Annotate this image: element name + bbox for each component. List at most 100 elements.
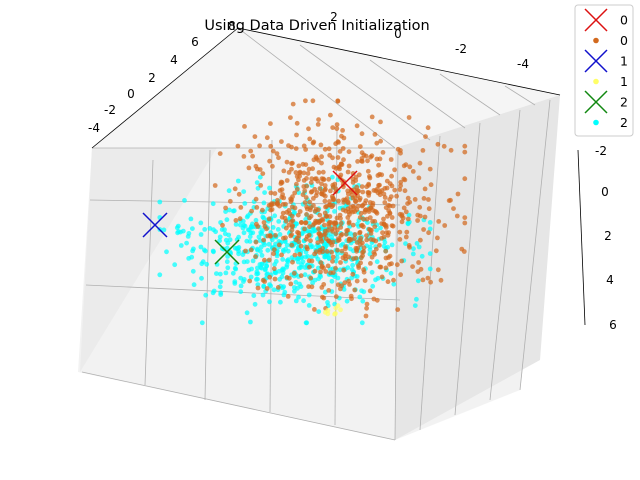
point-cluster-2: [252, 301, 258, 307]
point-cluster-0: [252, 134, 258, 140]
point-cluster-0: [405, 195, 411, 201]
point-cluster-0: [433, 248, 439, 254]
point-cluster-0: [320, 169, 326, 175]
point-cluster-0: [392, 187, 398, 193]
point-cluster-0: [276, 242, 282, 248]
point-cluster-0: [335, 282, 341, 288]
point-cluster-2: [238, 222, 243, 228]
point-cluster-0: [257, 167, 263, 172]
point-cluster-0: [373, 188, 379, 194]
point-cluster-0: [364, 301, 370, 307]
point-cluster-0: [312, 208, 318, 214]
point-cluster-2: [284, 258, 290, 264]
point-cluster-0: [272, 276, 278, 282]
point-cluster-0: [350, 180, 356, 185]
point-cluster-0: [288, 115, 293, 120]
centroid-markers: [142, 170, 358, 265]
point-cluster-0: [298, 243, 304, 249]
point-cluster-0: [376, 162, 381, 168]
point-cluster-0: [261, 237, 267, 243]
point-cluster-0: [302, 200, 308, 205]
point-cluster-0: [388, 194, 394, 200]
point-cluster-2: [359, 288, 364, 294]
point-cluster-0: [270, 148, 276, 154]
point-cluster-2: [310, 244, 315, 250]
point-cluster-0: [301, 143, 307, 149]
point-cluster-0: [417, 160, 423, 166]
point-cluster-2: [272, 270, 278, 275]
point-cluster-2: [335, 251, 340, 257]
point-cluster-2: [223, 237, 229, 243]
tick-label-b: 2: [330, 10, 338, 24]
point-cluster-0: [312, 268, 318, 274]
point-cluster-2: [190, 268, 196, 274]
point-cluster-0: [362, 278, 368, 283]
point-cluster-0: [350, 176, 356, 182]
grid-line-v-0: [144, 159, 154, 386]
point-cluster-2: [357, 294, 363, 300]
point-cluster-0: [365, 168, 371, 174]
grid-line-h-3: [81, 371, 396, 441]
point-cluster-0: [322, 222, 327, 228]
point-cluster-2: [254, 180, 260, 186]
point-cluster-0: [379, 235, 384, 241]
point-cluster-2: [218, 290, 224, 296]
point-cluster-0: [328, 188, 333, 194]
point-cluster-0: [318, 218, 323, 224]
point-cluster-0: [415, 269, 421, 274]
point-cluster-0: [354, 123, 360, 129]
point-cluster-0: [421, 227, 426, 232]
point-cluster-0: [333, 294, 339, 299]
point-cluster-2: [258, 248, 263, 254]
point-cluster-0: [319, 154, 324, 160]
point-cluster-0: [303, 98, 308, 104]
point-cluster-2: [247, 239, 253, 244]
point-cluster-0: [399, 219, 405, 225]
point-cluster-0: [341, 267, 347, 273]
point-cluster-2: [348, 246, 353, 252]
point-cluster-0: [292, 252, 298, 258]
point-cluster-2: [360, 298, 366, 304]
point-cluster-2: [316, 309, 322, 314]
point-cluster-0: [326, 176, 332, 182]
tick-label-c: 0: [601, 185, 609, 199]
point-cluster-2: [244, 259, 250, 264]
point-cluster-0: [374, 140, 380, 146]
point-cluster-0: [235, 143, 241, 149]
point-cluster-0: [334, 126, 340, 131]
point-cluster-0: [378, 138, 383, 144]
point-cluster-0: [232, 186, 238, 192]
point-cluster-0: [385, 232, 391, 238]
point-cluster-2: [204, 261, 210, 267]
point-cluster-0: [321, 176, 326, 182]
point-cluster-0: [308, 180, 314, 186]
point-cluster-0: [377, 264, 383, 270]
point-cluster-0: [397, 229, 403, 235]
point-cluster-0: [267, 158, 272, 164]
point-cluster-0: [354, 247, 359, 253]
point-cluster-0: [389, 215, 395, 220]
point-cluster-0: [212, 183, 218, 188]
point-cluster-0: [289, 144, 294, 150]
point-cluster-0: [309, 284, 315, 290]
point-cluster-2: [261, 200, 267, 206]
point-cluster-0: [455, 191, 461, 197]
point-cluster-0: [294, 186, 300, 192]
point-cluster-2: [257, 174, 263, 180]
tick-label-c: 4: [606, 273, 614, 287]
point-cluster-0: [389, 183, 395, 189]
point-cluster-0: [380, 150, 386, 155]
point-cluster-0: [268, 190, 274, 196]
point-cluster-2: [266, 241, 272, 247]
point-cluster-2: [278, 299, 283, 305]
point-cluster-0: [321, 295, 327, 301]
point-cluster-0: [357, 229, 363, 235]
point-cluster-2: [233, 222, 239, 227]
point-cluster-0: [406, 115, 412, 120]
point-cluster-0: [374, 156, 380, 162]
point-cluster-0: [284, 275, 290, 280]
point-cluster-2: [219, 227, 225, 233]
point-cluster-2: [267, 299, 272, 305]
point-cluster-2: [427, 226, 433, 232]
point-cluster-0: [403, 209, 409, 215]
